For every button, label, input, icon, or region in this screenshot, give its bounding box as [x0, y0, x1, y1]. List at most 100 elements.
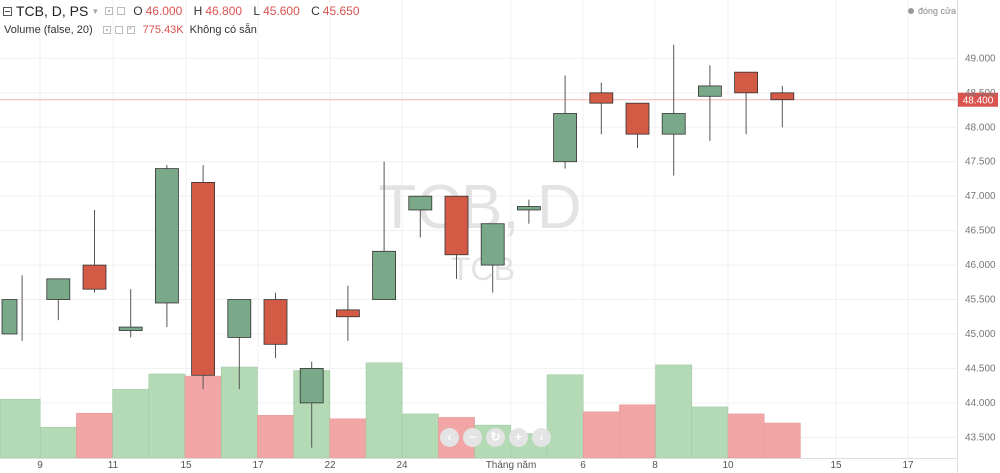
zoom-out-icon[interactable]: − — [463, 428, 482, 447]
candle-body — [227, 299, 252, 338]
time-tick-label: 17 — [902, 460, 914, 471]
volume-bar — [763, 422, 801, 459]
candle-body — [1, 299, 18, 335]
time-tick-label: 8 — [652, 460, 658, 471]
watermark: TCB, D TCB — [378, 173, 581, 287]
volume-bar — [365, 362, 403, 459]
low-value: 45.600 — [263, 4, 300, 18]
current-price-label: 48.400 — [963, 96, 994, 107]
volume-bar — [112, 389, 150, 459]
volume-status: Không có sẵn — [189, 24, 257, 36]
legend-main: TCB, D, PS ▼ O 46.000 H 46.800 L 45.600 C 45… — [0, 0, 368, 22]
volume-bar — [655, 364, 693, 459]
reset-icon[interactable]: ↻ — [486, 428, 505, 447]
candle-body — [517, 206, 541, 211]
collapse-icon[interactable] — [3, 6, 12, 16]
volume-value: 775.43K — [142, 24, 184, 36]
candles — [1, 44, 795, 448]
volume-bar — [257, 415, 294, 459]
candle-body — [372, 250, 397, 300]
candle-body — [46, 278, 71, 300]
volume-bar — [691, 406, 729, 459]
time-tick-label: 24 — [396, 460, 408, 471]
ohlc-values: O 46.000 H 46.800 L 45.600 C 45.650 — [133, 4, 367, 18]
current-price-line: 48.400 — [0, 92, 998, 107]
volume-bar — [619, 404, 656, 459]
close-label: C — [311, 4, 320, 18]
candle-body — [480, 223, 505, 266]
time-tick-label: 22 — [324, 460, 336, 471]
candle-body — [408, 195, 433, 211]
candle-body — [444, 195, 469, 256]
volume-bars — [0, 362, 801, 459]
market-status-text: đóng cửa — [917, 6, 956, 16]
candle-body — [625, 102, 650, 135]
candle-body — [770, 92, 795, 101]
price-tick-label: 46.500 — [965, 226, 996, 237]
price-tick-label: 48.500 — [965, 88, 996, 99]
volume-bar — [76, 412, 113, 459]
volume-study-name[interactable]: Volume (false, 20) — [4, 24, 93, 36]
candle-body — [118, 326, 143, 331]
time-tick-label: 15 — [180, 460, 192, 471]
candle-body — [263, 299, 288, 345]
time-tick-label: 6 — [580, 460, 586, 471]
volume-bar — [148, 373, 186, 459]
open-value: 46.000 — [145, 4, 183, 18]
high-value: 46.800 — [205, 4, 243, 18]
open-label: O — [133, 4, 143, 18]
price-tick-label: 45.000 — [965, 329, 996, 340]
volume-bar — [401, 413, 439, 459]
volume-settings-icon[interactable] — [114, 26, 123, 34]
volume-bar — [39, 426, 77, 459]
scroll-right-icon[interactable]: › — [532, 428, 551, 447]
candle-body — [82, 264, 107, 290]
candle-body — [734, 71, 758, 94]
candle-body — [299, 368, 324, 404]
candle-body — [589, 92, 614, 104]
time-tick-label: 17 — [252, 460, 264, 471]
candle-body — [154, 168, 179, 304]
candle-body — [661, 113, 686, 135]
time-tick-label: Tháng năm — [486, 460, 537, 471]
close-icon[interactable] — [126, 23, 135, 34]
scroll-left-icon[interactable]: ‹ — [440, 428, 459, 447]
volume-bar — [582, 411, 620, 459]
zoom-in-icon[interactable]: + — [509, 428, 528, 447]
symbol-title[interactable]: TCB, D, PS — [16, 3, 89, 19]
legend-volume: Volume (false, 20) 775.43K Không có sẵn — [0, 22, 257, 38]
price-tick-label: 46.000 — [965, 260, 996, 271]
candle-body — [698, 85, 722, 97]
current-price-tag — [958, 92, 998, 107]
time-tick-label: 15 — [830, 460, 842, 471]
price-tick-label: 47.500 — [965, 157, 996, 168]
price-tick-label: 49.000 — [965, 53, 996, 64]
low-label: L — [253, 4, 261, 18]
volume-eye-icon[interactable] — [102, 26, 111, 34]
chart-navigation: ‹ − ↻ + › — [440, 428, 551, 447]
close-value: 45.650 — [322, 4, 360, 18]
price-tick-label: 47.000 — [965, 191, 996, 202]
candle-body — [191, 181, 216, 376]
volume-bar — [727, 413, 765, 459]
price-tick-label: 44.000 — [965, 398, 996, 409]
chevron-down-icon[interactable]: ▼ — [91, 6, 100, 16]
time-tick-label: 11 — [108, 460, 119, 471]
candle-body — [335, 309, 360, 318]
eye-icon[interactable] — [105, 7, 114, 15]
price-tick-label: 44.500 — [965, 363, 996, 374]
time-tick-label: 9 — [37, 460, 43, 471]
price-tick-label: 43.500 — [965, 432, 996, 443]
price-tick-label: 48.000 — [965, 122, 996, 133]
settings-icon[interactable] — [117, 7, 126, 15]
volume-bar — [0, 398, 41, 459]
status-dot-icon — [907, 8, 914, 14]
market-status: đóng cửa — [907, 6, 956, 16]
volume-bar — [546, 374, 584, 459]
time-tick-label: 10 — [722, 460, 734, 471]
volume-bar — [329, 418, 367, 459]
candle-body — [553, 113, 577, 163]
price-tick-label: 45.500 — [965, 295, 996, 306]
